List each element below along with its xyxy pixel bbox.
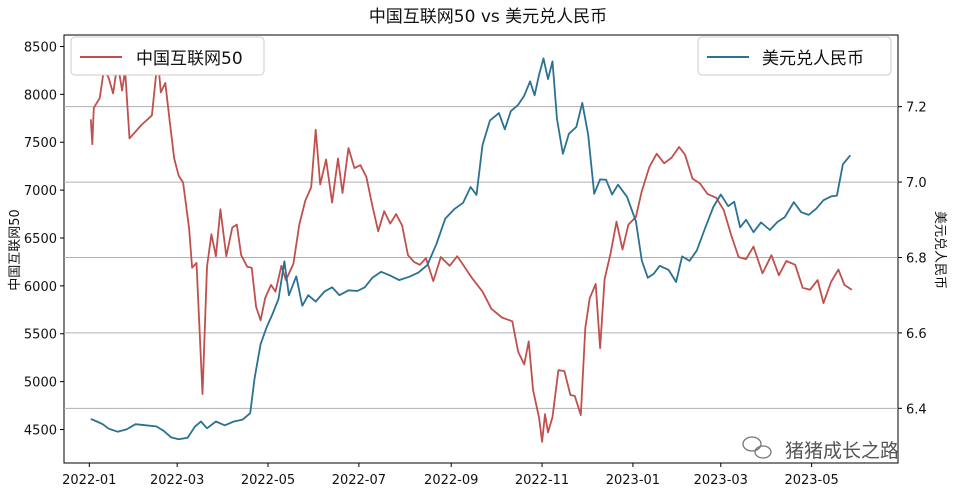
legend-right-label: 美元兑人民币 (762, 49, 864, 69)
horizontal-gridlines (64, 106, 898, 409)
right-tick-label: 6.4 (906, 402, 927, 417)
left-tick-label: 5000 (24, 376, 57, 391)
legend-right: 美元兑人民币 (697, 36, 892, 76)
left-axis-ticks: 4500 5000 5500 6000 6500 7000 7500 8000 8500 (24, 40, 64, 438)
x-tick-label: 2022-07 (332, 473, 386, 488)
left-tick-label: 7000 (24, 184, 57, 199)
plot-border (63, 34, 899, 464)
left-tick-label: 4500 (24, 423, 57, 438)
right-tick-label: 7.2 (906, 101, 927, 116)
left-axis-label: 中国互联网50 (8, 209, 23, 291)
legend-right-box (697, 36, 892, 76)
right-tick-label: 6.8 (906, 251, 927, 266)
right-tick-label: 7.0 (906, 176, 927, 191)
series-line-usd-cny (90, 57, 851, 441)
x-tick-label: 2022-01 (62, 473, 116, 488)
left-tick-label: 8500 (24, 40, 57, 55)
wechat-icon (742, 436, 772, 459)
left-tick-label: 7500 (24, 136, 57, 151)
left-tick-label: 5500 (24, 328, 57, 343)
plot-area (63, 34, 899, 464)
x-tick-label: 2022-11 (515, 473, 569, 488)
x-axis-ticks: 2022-01 2022-03 2022-05 2022-07 2022-09 2022-… (62, 463, 839, 488)
x-tick-label: 2022-03 (150, 473, 204, 488)
x-tick-label: 2023-03 (694, 473, 748, 488)
series-lines (89, 57, 853, 443)
legend-left-label: 中国互联网50 (136, 49, 243, 69)
legend-left-box (70, 36, 265, 76)
x-tick-label: 2022-09 (424, 473, 478, 488)
legend-left: 中国互联网50 (70, 36, 265, 76)
x-tick-label: 2023-05 (784, 473, 838, 488)
x-tick-label: 2022-05 (241, 473, 295, 488)
left-tick-label: 8000 (24, 88, 57, 103)
right-axis-ticks: 6.4 6.6 6.8 7.0 7.2 (898, 101, 927, 417)
left-tick-label: 6500 (24, 232, 57, 247)
chart-title: 中国互联网50 vs 美元兑人民币 (369, 7, 607, 27)
watermark: 猪猪成长之路 (742, 436, 899, 462)
watermark-text: 猪猪成长之路 (785, 440, 899, 462)
right-tick-label: 6.6 (906, 327, 927, 342)
left-tick-label: 6000 (24, 280, 57, 295)
x-tick-label: 2023-01 (606, 473, 660, 488)
right-axis-label: 美元兑人民币 (932, 211, 947, 289)
series-line-china-internet-50 (89, 57, 853, 443)
